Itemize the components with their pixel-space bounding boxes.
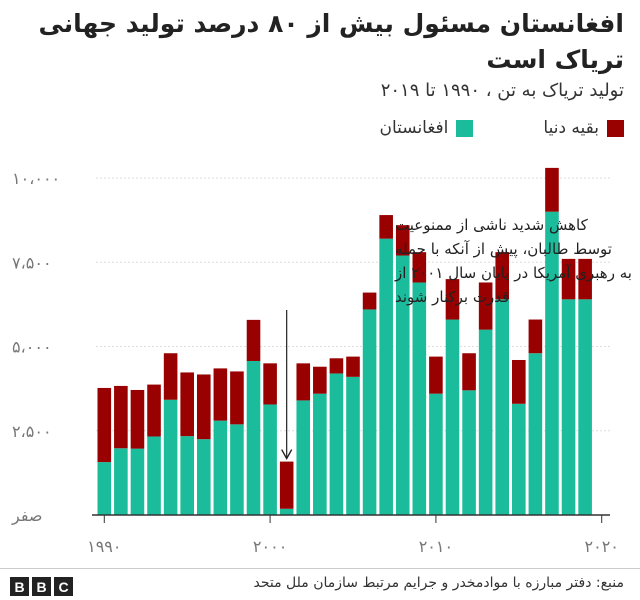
bar-rest-of-world [512, 359, 526, 404]
bar-afghanistan [147, 436, 161, 515]
bar-rest-of-world [163, 353, 178, 400]
legend-label-rest-of-world: بقیه دنیا [543, 118, 599, 138]
legend-swatch-rest-of-world [607, 119, 624, 137]
bbc-logo-letter: B [32, 577, 51, 596]
bar-afghanistan [329, 373, 344, 515]
bar-afghanistan [395, 255, 410, 515]
bar-afghanistan [296, 400, 311, 515]
bar-rest-of-world [429, 356, 443, 394]
bar-afghanistan [130, 448, 145, 515]
bbc-logo: B B C [10, 577, 73, 596]
bar-rest-of-world [279, 461, 294, 509]
source-note: منبع: دفتر مبارزه با موادمخدر و جرایم مر… [253, 575, 624, 591]
annotation-arrow-head [281, 449, 293, 461]
bar-rest-of-world [346, 356, 360, 377]
bar-afghanistan [495, 299, 510, 515]
y-tick-label: صفر [11, 506, 43, 526]
bar-afghanistan [213, 420, 228, 515]
y-tick-label: ۱۰،۰۰۰ [12, 169, 60, 188]
bar-rest-of-world [412, 252, 427, 283]
bar-rest-of-world [329, 358, 344, 374]
legend-item-rest-of-world: بقیه دنیا [543, 118, 624, 138]
bar-afghanistan [97, 462, 112, 515]
bar-afghanistan [362, 309, 377, 515]
bar-afghanistan [445, 319, 460, 515]
chart-title: افغانستان مسئول بیش از ۸۰ درصد تولید جها… [38, 9, 624, 74]
bar-rest-of-world [180, 372, 194, 437]
y-tick-label: ۲،۵۰۰ [12, 422, 52, 441]
bar-rest-of-world [578, 258, 592, 300]
bar-afghanistan [163, 399, 178, 515]
axis-layer: صفر ۲،۵۰۰ ۵،۰۰۰ ۷،۵۰۰ ۱۰،۰۰۰ ۱۹۹۰ ۲۰۰۰ ۲۰۱۰ ۲۰۲۰ [11, 169, 619, 556]
x-tick-label: ۱۹۹۰ [87, 537, 121, 556]
bar-rest-of-world [561, 258, 576, 300]
annotation-line: قدرت برکنار شوند [395, 288, 509, 306]
bar-afghanistan [561, 299, 576, 515]
bar-rest-of-world [395, 225, 410, 256]
bar-rest-of-world [130, 389, 145, 449]
bar-afghanistan [379, 238, 393, 515]
bar-afghanistan [196, 439, 211, 515]
annotation-line: توسط طالبان، پیش از آنکه با حمله [395, 240, 612, 259]
legend-label-afghanistan: افغانستان [379, 118, 449, 138]
y-tick-label: ۷،۵۰۰ [12, 253, 52, 272]
bar-rest-of-world [196, 374, 211, 440]
bar-afghanistan [578, 299, 592, 515]
footer-divider [0, 568, 640, 569]
bar-rest-of-world [246, 319, 261, 361]
bar-rest-of-world [462, 353, 476, 391]
bbc-logo-letter: B [10, 577, 29, 596]
opium-production-chart: صفر ۲،۵۰۰ ۵،۰۰۰ ۷،۵۰۰ ۱۰،۰۰۰ ۱۹۹۰ ۲۰۰۰ ۲۰۱۰ ۲۰۲۰… [11, 167, 632, 556]
bar-afghanistan [462, 390, 476, 515]
bar-afghanistan [528, 353, 543, 515]
bar-afghanistan [429, 393, 443, 515]
bar-rest-of-world [478, 282, 493, 330]
bar-afghanistan [346, 376, 360, 515]
bar-rest-of-world [147, 384, 161, 437]
bar-rest-of-world [313, 366, 327, 394]
x-tick-label: ۲۰۰۰ [253, 537, 287, 556]
bar-afghanistan [230, 424, 244, 515]
bar-afghanistan [512, 403, 526, 515]
bar-rest-of-world [445, 279, 460, 320]
y-tick-label: ۵،۰۰۰ [12, 338, 52, 357]
bar-rest-of-world [213, 368, 228, 421]
bar-afghanistan [246, 360, 261, 515]
x-tick-label: ۲۰۲۰ [585, 537, 619, 556]
legend-item-afghanistan: افغانستان [379, 118, 474, 138]
bar-rest-of-world [495, 252, 510, 300]
bar-afghanistan [180, 436, 194, 515]
bar-afghanistan [263, 404, 277, 515]
bar-rest-of-world [379, 215, 393, 239]
chart-subtitle: تولید تریاک به تن ، ۱۹۹۰ تا ۲۰۱۹ [380, 80, 624, 101]
x-tick-label: ۲۰۱۰ [419, 537, 453, 556]
bbc-logo-letter: C [54, 577, 73, 596]
annotation-line: کاهش شدید ناشی از ممنوعیت [395, 216, 589, 234]
bar-afghanistan [478, 329, 493, 515]
bar-afghanistan [279, 508, 294, 515]
bar-afghanistan [313, 393, 327, 515]
bar-rest-of-world [230, 371, 244, 425]
legend: بقیه دنیا افغانستان [379, 118, 624, 138]
bar-rest-of-world [362, 292, 377, 310]
bar-layer [97, 167, 592, 515]
bar-rest-of-world [545, 167, 559, 212]
legend-swatch-afghanistan [456, 119, 474, 137]
bar-afghanistan [114, 448, 128, 515]
bar-rest-of-world [114, 385, 128, 449]
annotation-line: به رهبری آمریکا در پایان سال ۲۰۰۱ از [394, 264, 632, 283]
bar-rest-of-world [296, 363, 311, 401]
annotation-layer: کاهش شدید ناشی از ممنوعیت توسط طالبان، پی… [281, 216, 632, 461]
bar-rest-of-world [263, 363, 277, 405]
bar-rest-of-world [97, 387, 112, 463]
bar-afghanistan [545, 211, 559, 515]
bar-afghanistan [412, 282, 427, 515]
bar-rest-of-world [528, 319, 543, 354]
